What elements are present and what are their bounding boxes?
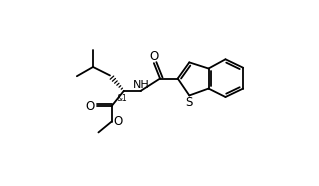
Text: NH: NH [132, 81, 149, 90]
Text: S: S [186, 96, 193, 109]
Text: &1: &1 [117, 94, 128, 103]
Text: O: O [114, 115, 123, 128]
Text: O: O [149, 50, 159, 63]
Text: O: O [85, 100, 94, 113]
